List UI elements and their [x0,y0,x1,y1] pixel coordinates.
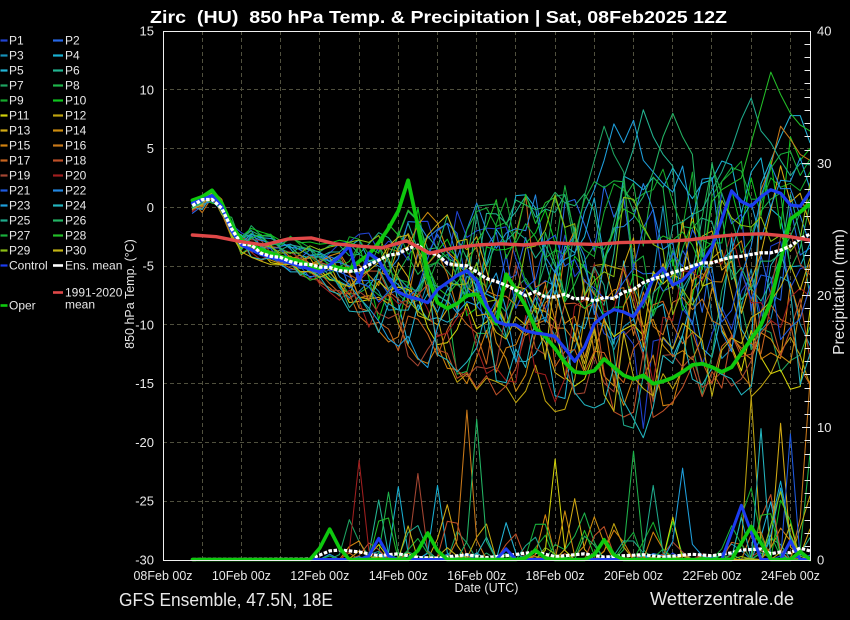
svg-text:P22: P22 [65,184,87,198]
svg-text:P12: P12 [65,109,87,123]
svg-text:Zirc (HU) 850 hPa Temp. & Pr: Zirc (HU) 850 hPa Temp. & Precipitation … [150,7,727,27]
svg-text:10: 10 [140,82,154,97]
svg-text:P26: P26 [65,214,87,228]
svg-text:P8: P8 [65,79,80,93]
svg-text:0: 0 [147,200,154,215]
svg-text:P14: P14 [65,124,87,138]
svg-text:40: 40 [817,24,831,39]
svg-text:P15: P15 [9,139,31,153]
svg-text:20Feb 00z: 20Feb 00z [604,569,663,583]
svg-text:P2: P2 [65,34,80,48]
svg-text:-25: -25 [135,494,154,509]
svg-text:P6: P6 [65,64,80,78]
svg-text:P27: P27 [9,229,31,243]
svg-text:0: 0 [817,553,824,568]
svg-text:P20: P20 [65,169,87,183]
svg-text:P11: P11 [9,109,30,123]
svg-text:30: 30 [817,156,831,171]
svg-text:mean: mean [65,298,95,312]
svg-text:P17: P17 [9,154,31,168]
svg-text:P19: P19 [9,169,31,183]
svg-text:P13: P13 [9,124,31,138]
svg-text:-20: -20 [135,435,154,450]
svg-text:P3: P3 [9,49,24,63]
svg-text:08Feb 00z: 08Feb 00z [133,569,192,583]
svg-text:Date (UTC): Date (UTC) [455,581,519,595]
svg-text:15: 15 [140,24,154,39]
svg-text:22Feb 00z: 22Feb 00z [682,569,741,583]
svg-text:Wetterzentrale.de: Wetterzentrale.de [650,589,794,609]
svg-text:20: 20 [817,288,831,303]
svg-text:850 hPa Temp. (°C): 850 hPa Temp. (°C) [123,239,137,349]
svg-text:GFS Ensemble, 47.5N, 18E: GFS Ensemble, 47.5N, 18E [119,590,333,610]
svg-text:-10: -10 [135,317,154,332]
svg-text:P1: P1 [9,34,24,48]
svg-text:14Feb 00z: 14Feb 00z [369,569,428,583]
svg-text:P24: P24 [65,199,87,213]
svg-text:P21: P21 [9,184,31,198]
svg-text:16Feb 00z: 16Feb 00z [447,569,506,583]
svg-text:-30: -30 [135,553,154,568]
svg-text:Oper: Oper [9,299,36,313]
svg-text:10Feb 00z: 10Feb 00z [212,569,271,583]
svg-text:P16: P16 [65,139,87,153]
svg-text:Precipitation (mm): Precipitation (mm) [831,229,848,355]
svg-text:1991-2020: 1991-2020 [65,286,123,300]
svg-text:P18: P18 [65,154,87,168]
svg-text:P28: P28 [65,229,87,243]
svg-text:P23: P23 [9,199,31,213]
svg-text:10: 10 [817,420,831,435]
svg-text:18Feb 00z: 18Feb 00z [526,569,585,583]
svg-text:P25: P25 [9,214,31,228]
svg-text:P9: P9 [9,94,24,108]
svg-text:P10: P10 [65,94,87,108]
svg-text:5: 5 [147,141,154,156]
svg-text:24Feb 00z: 24Feb 00z [761,569,820,583]
svg-text:Ens. mean: Ens. mean [65,259,122,273]
svg-text:P4: P4 [65,49,80,63]
svg-text:-5: -5 [142,259,154,274]
svg-text:P5: P5 [9,64,24,78]
svg-text:P30: P30 [65,244,87,258]
svg-text:Control: Control [9,259,48,273]
svg-text:-15: -15 [135,376,154,391]
svg-text:P7: P7 [9,79,24,93]
svg-text:12Feb 00z: 12Feb 00z [290,569,349,583]
svg-text:P29: P29 [9,244,31,258]
